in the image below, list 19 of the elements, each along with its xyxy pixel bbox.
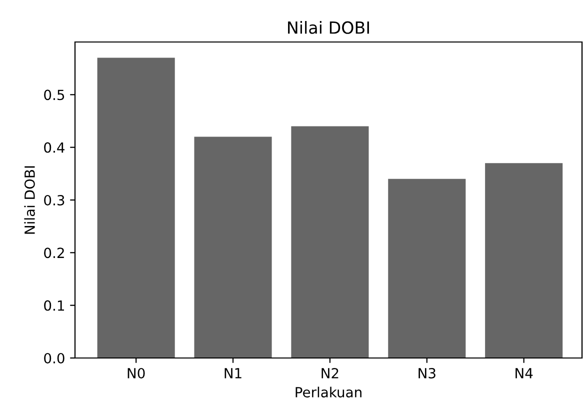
x-tick-label: N1 (224, 368, 242, 378)
bar (291, 126, 369, 358)
y-tick-label: 0.3 (44, 194, 64, 206)
x-tick-label: N4 (516, 368, 533, 378)
bar (388, 178, 466, 358)
y-tick-label: 0.4 (44, 142, 64, 153)
chart-title: Nilai DOBI (288, 21, 369, 34)
y-tick-label: 0.1 (44, 300, 64, 311)
y-tick-label: 0.2 (44, 248, 64, 258)
y-axis-title: Nilai DOBI (24, 166, 35, 234)
y-tick-label: 0.5 (44, 90, 64, 100)
bar (194, 136, 272, 358)
x-tick-label: N3 (418, 368, 436, 378)
bar (485, 163, 563, 358)
y-tick-label: 0.0 (44, 352, 64, 364)
bar (97, 58, 175, 358)
x-axis-title: Perlakuan (296, 386, 362, 398)
x-tick-label: N0 (128, 368, 145, 378)
x-tick-label: N2 (322, 368, 338, 378)
